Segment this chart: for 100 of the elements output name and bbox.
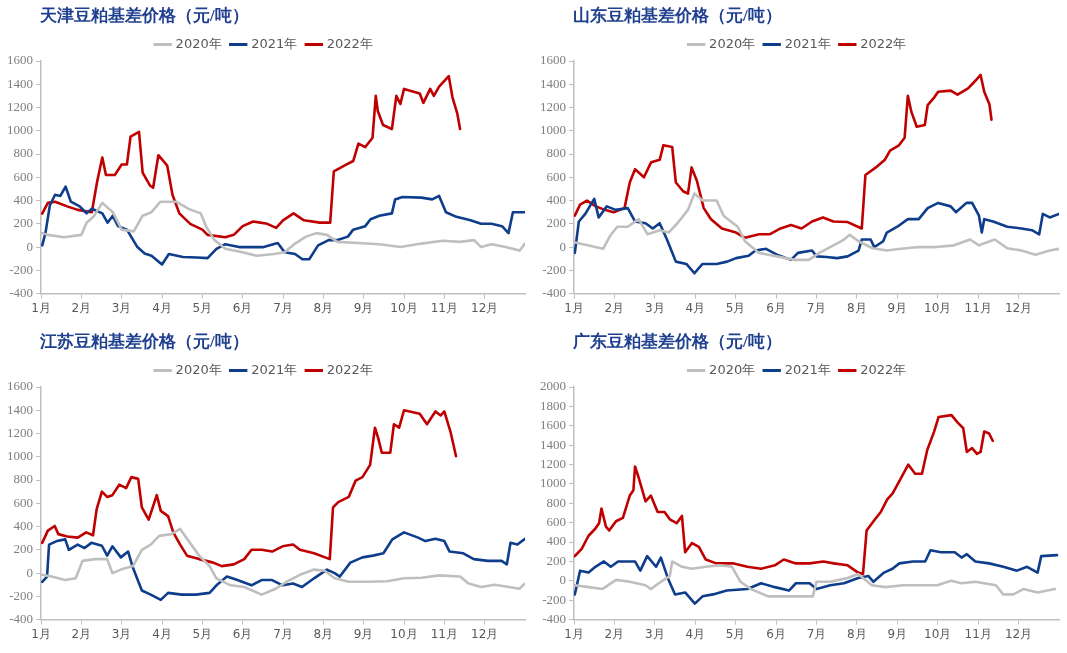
legend-label: 2022年 — [326, 361, 373, 377]
x-tick-label: 7月 — [273, 626, 293, 641]
legend-label: 2022年 — [860, 35, 907, 51]
x-tick-label: 9月 — [353, 300, 374, 315]
x-tick-label: 1月 — [564, 626, 584, 641]
chart-title: 江苏豆粕基差价格（元/吨） — [40, 331, 249, 353]
y-tick-label: 1000 — [540, 122, 566, 138]
x-tick-label: 11月 — [964, 626, 992, 641]
x-tick-label: 4月 — [685, 626, 706, 641]
y-tick-label: 800 — [546, 494, 566, 510]
x-tick-label: 12月 — [471, 300, 499, 315]
y-tick-label: 1200 — [540, 455, 566, 471]
y-tick-label: 1000 — [7, 448, 33, 464]
y-tick-label: 1400 — [540, 75, 566, 91]
y-tick-label: -400 — [9, 611, 33, 627]
y-tick-label: 400 — [13, 191, 33, 207]
y-tick-label: 1200 — [540, 98, 566, 114]
y-tick-label: 1600 — [540, 417, 566, 433]
x-tick-label: 4月 — [152, 626, 172, 641]
x-tick-label: 8月 — [313, 300, 334, 315]
x-tick-label: 10月 — [390, 626, 418, 641]
legend-label: 2021年 — [784, 361, 831, 377]
x-tick-label: 11月 — [964, 300, 992, 315]
x-tick-label: 5月 — [725, 300, 746, 315]
x-tick-label: 3月 — [645, 626, 665, 641]
y-tick-label: 0 — [26, 564, 33, 580]
x-tick-label: 1月 — [564, 300, 584, 315]
x-tick-label: 9月 — [887, 300, 908, 315]
x-tick-label: 8月 — [847, 626, 867, 641]
y-tick-label: -200 — [542, 261, 566, 277]
y-tick-label: 400 — [546, 191, 566, 207]
y-tick-label: -200 — [9, 587, 33, 603]
y-tick-label: -200 — [542, 591, 566, 607]
y-tick-label: 600 — [13, 494, 33, 510]
x-tick-label: 5月 — [725, 626, 746, 641]
x-tick-label: 7月 — [273, 300, 293, 315]
x-tick-label: 4月 — [685, 300, 706, 315]
x-tick-label: 5月 — [192, 300, 213, 315]
x-tick-label: 7月 — [806, 626, 827, 641]
x-tick-label: 6月 — [766, 300, 786, 315]
x-tick-label: 8月 — [847, 300, 867, 315]
x-tick-label: 4月 — [152, 300, 172, 315]
y-tick-label: -200 — [9, 261, 33, 277]
legend-label: 2021年 — [784, 35, 831, 51]
x-tick-label: 3月 — [111, 626, 132, 641]
y-tick-label: 800 — [546, 145, 566, 161]
y-tick-label: 1400 — [7, 401, 33, 417]
x-tick-label: 9月 — [887, 626, 908, 641]
x-tick-label: 6月 — [766, 626, 786, 641]
y-tick-label: 1200 — [7, 98, 33, 114]
y-tick-label: 1400 — [7, 75, 33, 91]
y-tick-label: 200 — [546, 215, 566, 231]
x-tick-label: 12月 — [471, 626, 499, 641]
y-tick-label: 0 — [559, 572, 566, 588]
y-tick-label: 1200 — [7, 424, 33, 440]
y-tick-label: 0 — [26, 238, 33, 254]
legend-label: 2021年 — [251, 361, 298, 377]
x-tick-label: 3月 — [645, 300, 665, 315]
x-tick-label: 9月 — [353, 626, 374, 641]
x-tick-label: 2月 — [604, 626, 625, 641]
y-tick-label: 200 — [13, 541, 33, 557]
y-tick-label: 600 — [546, 514, 566, 530]
chart-title: 广东豆粕基差价格（元/吨） — [573, 331, 782, 353]
y-tick-label: -400 — [542, 285, 566, 301]
y-tick-label: 1600 — [7, 52, 33, 68]
y-tick-label: 400 — [13, 517, 33, 533]
y-tick-label: 2000 — [540, 378, 566, 394]
x-tick-label: 10月 — [924, 300, 952, 315]
x-tick-label: 11月 — [430, 300, 458, 315]
y-tick-label: -400 — [542, 611, 566, 627]
y-tick-label: 400 — [546, 533, 566, 549]
x-tick-label: 8月 — [313, 626, 334, 641]
y-tick-label: 1400 — [540, 436, 566, 452]
x-tick-label: 1月 — [31, 300, 51, 315]
y-tick-label: 1000 — [540, 475, 566, 491]
x-tick-label: 1月 — [31, 626, 51, 641]
legend-label: 2020年 — [175, 361, 222, 377]
x-tick-label: 2月 — [604, 300, 625, 315]
x-tick-label: 10月 — [924, 626, 952, 641]
x-tick-label: 6月 — [232, 300, 253, 315]
y-tick-label: 0 — [559, 238, 566, 254]
x-tick-label: 7月 — [806, 300, 827, 315]
x-tick-label: 6月 — [232, 626, 253, 641]
legend-label: 2020年 — [709, 35, 756, 51]
y-tick-label: 800 — [13, 145, 33, 161]
x-tick-label: 12月 — [1004, 626, 1033, 641]
legend-label: 2020年 — [175, 35, 222, 51]
y-tick-label: 800 — [13, 471, 33, 487]
y-tick-label: 1600 — [540, 52, 566, 68]
x-tick-label: 5月 — [192, 626, 213, 641]
x-tick-label: 11月 — [430, 626, 458, 641]
y-tick-label: -400 — [9, 285, 33, 301]
chart-title: 山东豆粕基差价格（元/吨） — [573, 5, 782, 27]
y-tick-label: 1000 — [7, 122, 33, 138]
y-tick-label: 600 — [13, 168, 33, 184]
y-tick-label: 1800 — [540, 397, 566, 413]
legend-label: 2021年 — [251, 35, 298, 51]
y-tick-label: 200 — [546, 552, 566, 568]
x-tick-label: 3月 — [111, 300, 132, 315]
y-tick-label: 600 — [546, 168, 566, 184]
